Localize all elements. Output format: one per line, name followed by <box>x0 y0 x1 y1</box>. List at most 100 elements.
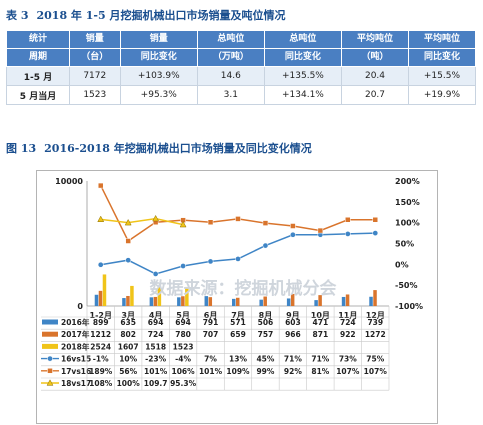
table-caption: 表 3 2018 年 1-5 月挖掘机械出口市场销量及吨位情况 <box>6 7 285 23</box>
table-cell: 3.1 <box>196 85 265 105</box>
line-16vs15 <box>100 232 376 275</box>
chart-canvas: 10000 0 200% 150% 100% 50% 0% -50% -100% 数据来源：挖掘机… <box>41 177 423 391</box>
table-caption-number: 表 3 <box>6 9 29 22</box>
x-tick-label: 8月 <box>259 311 273 320</box>
data-label-16vs15-10月: 71% <box>311 355 329 364</box>
data-label-16vs15-8月: 45% <box>256 355 274 364</box>
data-label-17vs16-7月: 109% <box>226 367 250 376</box>
data-label-17vs16-5月: 106% <box>172 367 196 376</box>
table-caption-text: 2018 年 1-5 月挖掘机械出口市场销量及吨位情况 <box>36 9 286 22</box>
data-label-2017年-6月: 707 <box>203 330 219 339</box>
header-cell: 销量 <box>69 30 121 49</box>
legend-marker-18vs17 <box>46 379 54 386</box>
marker-16vs15-12月 <box>372 230 379 236</box>
header-cell: 同比变化 <box>119 48 198 67</box>
data-label-18vs17-3月: 100% <box>117 379 141 388</box>
data-label-2017年-12月: 1272 <box>365 330 386 339</box>
table-cell: 1523 <box>69 85 121 105</box>
header-cell: （台） <box>69 48 121 67</box>
table-cell: +15.5% <box>407 66 477 86</box>
watermark-text: 数据来源：挖掘机械分会 <box>150 278 337 299</box>
data-label-16vs15-12月: 75% <box>366 355 384 364</box>
data-label-17vs16-11月: 107% <box>336 367 360 376</box>
header-cell: （万吨） <box>196 48 265 67</box>
x-tick-label: 12月 <box>366 311 385 320</box>
marker-16vs15-11月 <box>344 231 351 237</box>
data-label-17vs16-9月: 92% <box>284 367 302 376</box>
bar-2017年-8月 <box>263 296 267 306</box>
data-label-2017年-4月: 724 <box>148 330 164 339</box>
figure-caption-number: 图 13 <box>6 142 37 155</box>
table-row: 5 月当月 1523 +95.3% 3.1 +134.1% 20.7 +19.9… <box>6 85 477 105</box>
bar-2017年-4月 <box>153 296 158 306</box>
data-label-2017年-1-2月: 1212 <box>90 330 111 339</box>
x-tick-label: 11月 <box>338 311 357 320</box>
data-label-2016年-1-2月: 899 <box>93 318 109 327</box>
bar-2016年-5月 <box>177 297 181 306</box>
marker-16vs15-9月 <box>290 231 296 238</box>
marker-18vs17-1-2月 <box>97 215 105 222</box>
marker-18vs17-4月 <box>152 214 160 222</box>
data-label-2016年-8月: 506 <box>258 318 274 327</box>
header-cell: 总吨位 <box>196 30 265 49</box>
data-label-2016年-10月: 471 <box>313 318 329 327</box>
marker-17vs16-11月 <box>345 217 351 223</box>
data-label-2017年-5月: 780 <box>175 330 191 339</box>
marker-16vs15-3月 <box>125 257 132 264</box>
data-label-16vs15-3月: 10% <box>119 355 137 364</box>
data-label-17vs16-8月: 99% <box>256 367 274 376</box>
header-cell: 周期 <box>6 48 70 67</box>
data-label-2016年-4月: 694 <box>148 318 164 327</box>
marker-16vs15-8月 <box>262 242 269 249</box>
header-cell: （吨） <box>341 48 409 67</box>
data-label-16vs15-1-2月: -1% <box>93 355 109 364</box>
header-cell: 统计 <box>6 30 70 49</box>
marker-17vs16-3月 <box>125 238 131 244</box>
right-tick-label: -50% <box>395 281 417 290</box>
table-cell: 7172 <box>69 66 121 86</box>
data-label-2016年-7月: 571 <box>230 318 246 327</box>
data-label-2016年-11月: 724 <box>340 318 356 327</box>
bar-2017年-12月 <box>373 290 377 306</box>
table-cell: +95.3% <box>119 85 198 105</box>
table-cell: +19.9% <box>407 85 477 105</box>
bar-2017年-9月 <box>290 293 295 306</box>
bar-2016年-10月 <box>314 300 318 306</box>
data-label-16vs15-6月: 7% <box>204 355 217 364</box>
bar-2017年-5月 <box>181 296 185 306</box>
x-tick-label: 10月 <box>311 311 330 320</box>
right-tick-label: -100% <box>395 302 423 311</box>
bar-2017年-10月 <box>318 295 322 306</box>
right-tick-label: 200% <box>395 177 420 186</box>
bar-2018年-4月 <box>157 287 162 306</box>
data-label-2018年-5月: 1523 <box>173 342 194 351</box>
legend-key-2016年 <box>42 319 58 325</box>
data-label-2017年-11月: 922 <box>340 330 356 339</box>
header-cell: 销量 <box>119 30 198 49</box>
data-label-17vs16-10月: 81% <box>311 367 329 376</box>
bar-2016年-3月 <box>122 298 126 306</box>
marker-16vs15-1-2月 <box>97 261 104 268</box>
bar-2018年-1-2月 <box>102 274 107 306</box>
marker-17vs16-1-2月 <box>97 182 104 189</box>
data-label-2017年-3月: 802 <box>120 330 136 339</box>
bar-2016年-12月 <box>369 296 373 306</box>
right-tick-label: 0% <box>395 260 409 269</box>
data-label-2017年-7月: 659 <box>230 330 246 339</box>
table-cell: 20.7 <box>341 85 409 105</box>
marker-16vs15-6月 <box>207 258 214 265</box>
legend-label-2016年: 2016年 <box>61 317 90 327</box>
line-17vs16 <box>100 185 376 243</box>
data-label-2016年-3月: 635 <box>120 318 136 327</box>
legend-label-2017年: 2017年 <box>61 329 90 339</box>
table-cell: +103.9% <box>119 66 198 86</box>
data-label-16vs15-9月: 71% <box>284 355 302 364</box>
data-label-2018年-1-2月: 2524 <box>90 342 111 351</box>
bar-2016年-7月 <box>232 298 236 306</box>
legend-marker-16vs15 <box>47 355 53 362</box>
bar-2017年-7月 <box>236 297 240 306</box>
data-label-2016年-9月: 603 <box>285 318 301 327</box>
data-label-16vs15-5月: -4% <box>175 355 191 364</box>
legend-label-16vs15: 16vs15 <box>61 355 91 364</box>
bar-2018年-3月 <box>130 285 134 306</box>
